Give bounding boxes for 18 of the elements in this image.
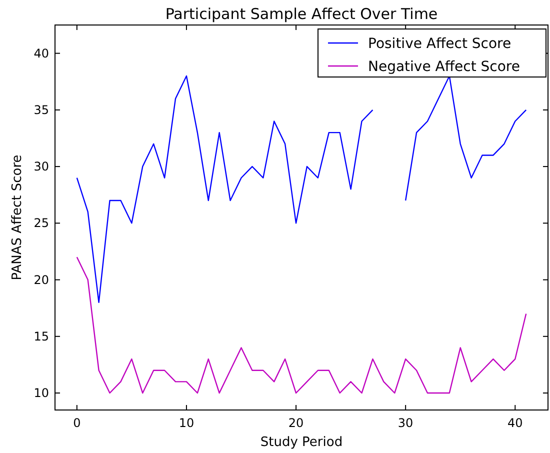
y-tick-label: 25 <box>34 216 49 230</box>
y-tick-label: 10 <box>34 386 49 400</box>
x-tick-label: 30 <box>398 416 414 430</box>
legend-label: Negative Affect Score <box>368 59 520 75</box>
y-axis-title: PANAS Affect Score <box>10 154 25 280</box>
x-axis-title: Study Period <box>260 435 343 450</box>
x-tick-label: 10 <box>178 416 194 430</box>
y-tick-label: 35 <box>34 102 49 117</box>
y-tick-label: 40 <box>34 46 49 60</box>
line-series <box>76 256 527 394</box>
chart-title: Participant Sample Affect Over Time <box>165 5 438 23</box>
x-tick-label: 20 <box>288 416 304 430</box>
y-tick-label: 15 <box>34 329 49 344</box>
y-tick-label: 20 <box>34 272 49 287</box>
y-tick-label: 30 <box>34 160 49 174</box>
x-tick-label: 40 <box>507 416 523 430</box>
legend-label: Positive Affect Score <box>368 36 512 52</box>
x-tick-label: 0 <box>73 416 81 430</box>
